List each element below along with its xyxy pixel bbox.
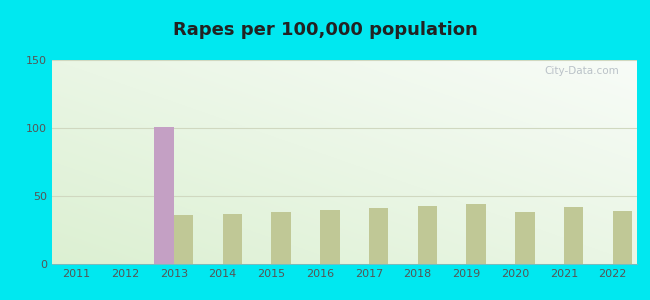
Text: City-Data.com: City-Data.com xyxy=(545,66,619,76)
Bar xyxy=(222,214,242,264)
Bar xyxy=(320,210,339,264)
Bar xyxy=(515,212,534,264)
Text: Rapes per 100,000 population: Rapes per 100,000 population xyxy=(173,21,477,39)
Bar xyxy=(612,211,632,264)
Bar xyxy=(272,212,291,264)
Bar xyxy=(155,127,174,264)
Bar xyxy=(417,206,437,264)
Bar xyxy=(466,204,486,264)
Bar xyxy=(369,208,389,264)
Bar xyxy=(174,215,194,264)
Bar xyxy=(564,207,584,264)
